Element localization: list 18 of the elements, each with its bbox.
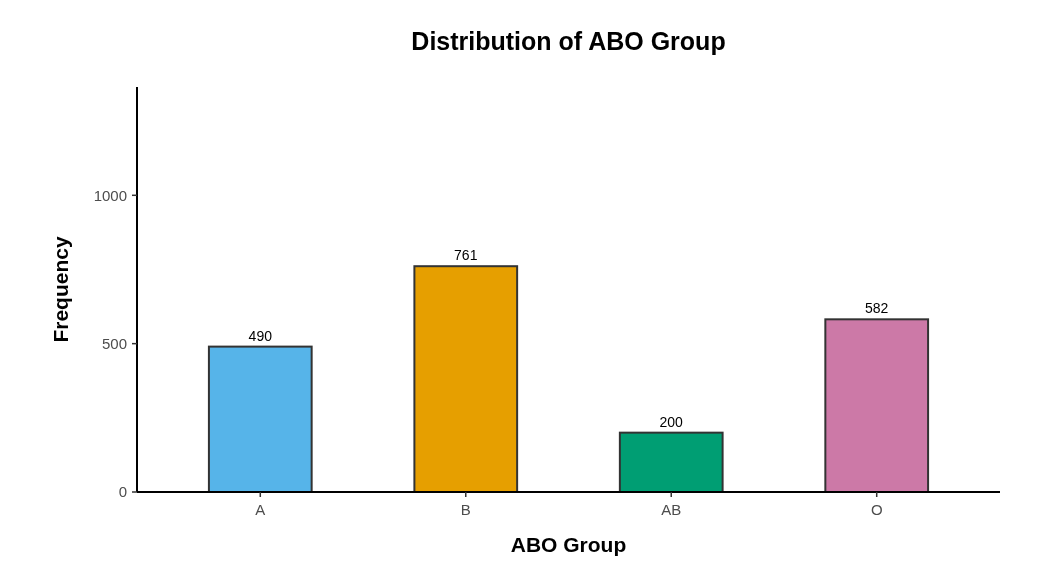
x-tick-label: AB — [661, 501, 682, 518]
data-label: 761 — [454, 247, 478, 264]
bar — [207, 345, 313, 493]
data-label: 200 — [659, 413, 684, 430]
chart-title: Distribution of ABO Group — [411, 27, 726, 55]
bar — [413, 265, 519, 493]
y-axis-title: Frequency — [49, 236, 72, 343]
data-label: 490 — [248, 327, 273, 344]
data-label: 582 — [865, 300, 889, 317]
y-tick-label: 1000 — [93, 186, 127, 204]
x-tick-label: B — [460, 501, 471, 518]
y-tick-label: 500 — [101, 334, 127, 352]
bar — [824, 318, 930, 493]
y-tick-label: 0 — [118, 483, 127, 501]
bar — [618, 431, 724, 493]
x-tick-label: A — [255, 501, 266, 518]
x-tick-label: O — [870, 501, 883, 518]
x-axis-title: ABO Group — [510, 533, 627, 556]
